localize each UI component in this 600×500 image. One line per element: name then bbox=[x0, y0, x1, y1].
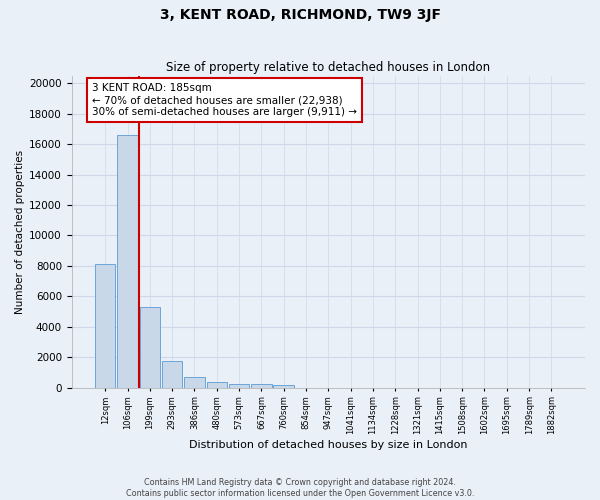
Bar bbox=[251, 384, 272, 388]
Text: 3 KENT ROAD: 185sqm
← 70% of detached houses are smaller (22,938)
30% of semi-de: 3 KENT ROAD: 185sqm ← 70% of detached ho… bbox=[92, 84, 357, 116]
Bar bbox=[117, 135, 138, 388]
Bar bbox=[184, 377, 205, 388]
Bar bbox=[206, 382, 227, 388]
Bar bbox=[274, 385, 294, 388]
Title: Size of property relative to detached houses in London: Size of property relative to detached ho… bbox=[166, 62, 490, 74]
Text: 3, KENT ROAD, RICHMOND, TW9 3JF: 3, KENT ROAD, RICHMOND, TW9 3JF bbox=[160, 8, 440, 22]
Bar bbox=[229, 384, 250, 388]
Y-axis label: Number of detached properties: Number of detached properties bbox=[15, 150, 25, 314]
X-axis label: Distribution of detached houses by size in London: Distribution of detached houses by size … bbox=[189, 440, 467, 450]
Bar bbox=[95, 264, 115, 388]
Bar bbox=[162, 361, 182, 388]
Text: Contains HM Land Registry data © Crown copyright and database right 2024.
Contai: Contains HM Land Registry data © Crown c… bbox=[126, 478, 474, 498]
Bar bbox=[140, 307, 160, 388]
